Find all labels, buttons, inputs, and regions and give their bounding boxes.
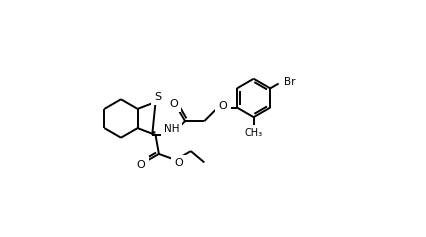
Text: CH₃: CH₃ [244, 128, 262, 138]
Text: O: O [137, 160, 145, 170]
Text: S: S [153, 92, 161, 102]
Text: O: O [174, 159, 182, 169]
Text: O: O [218, 101, 227, 111]
Text: NH: NH [163, 124, 179, 134]
Text: Br: Br [284, 77, 295, 87]
Text: O: O [169, 99, 177, 109]
